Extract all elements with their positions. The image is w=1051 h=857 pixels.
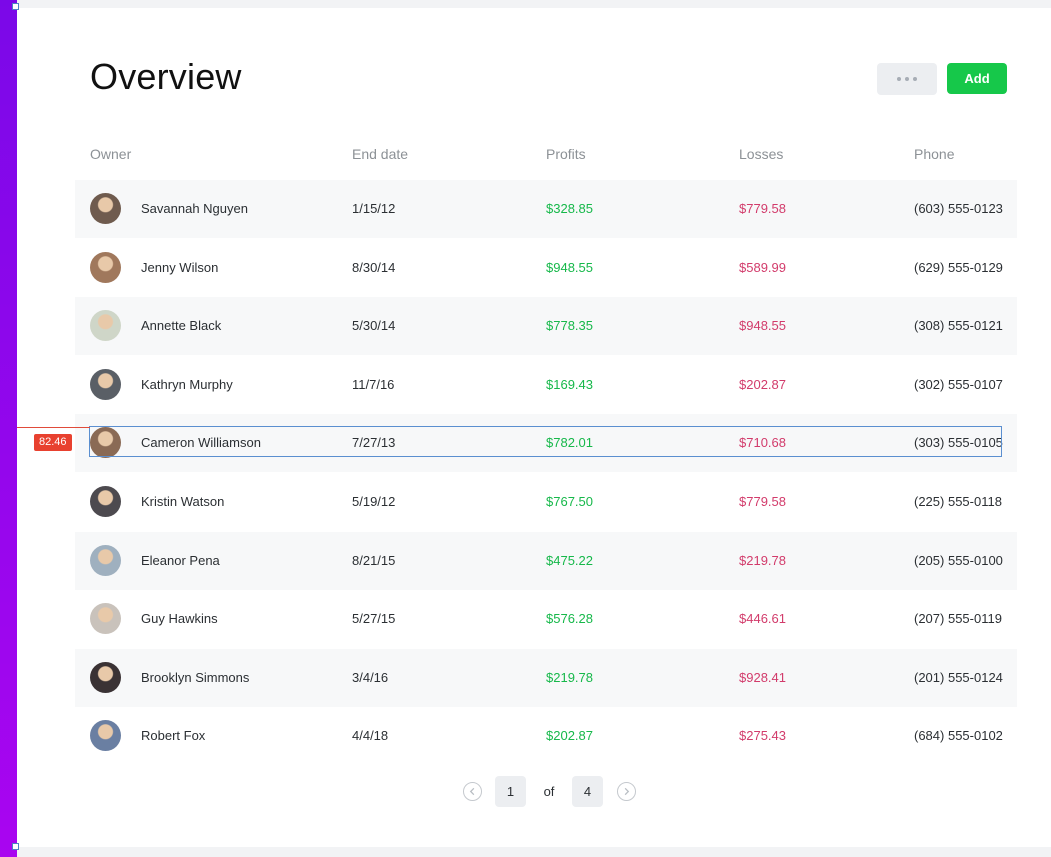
loss-cell: $275.43 xyxy=(739,728,786,744)
profit-cell: $202.87 xyxy=(546,728,593,744)
profit-cell: $328.85 xyxy=(546,201,593,216)
owner-name: Cameron Williamson xyxy=(141,435,261,451)
column-header-losses[interactable]: Losses xyxy=(739,146,784,162)
end-date-cell: 5/30/14 xyxy=(352,318,396,334)
table-row[interactable]: Jenny Wilson 8/30/14 $948.55 $589.99 (629) 5… xyxy=(75,239,1017,297)
phone-cell: (684) 555-0102 xyxy=(914,728,1003,744)
end-date-cell: 4/4/18 xyxy=(352,728,389,744)
more-options-button[interactable] xyxy=(877,63,937,95)
table-row[interactable]: Brooklyn Simmons 3/4/16 $219.78 $928.41 (201… xyxy=(75,648,1017,707)
owner-name: Jenny Wilson xyxy=(141,259,219,275)
owner-name: Annette Black xyxy=(141,318,222,334)
avatar xyxy=(90,193,121,224)
phone-cell: (205) 555-0100 xyxy=(914,552,1003,568)
phone-cell: (201) 555-0124 xyxy=(914,669,1003,685)
loss-cell: $779.58 xyxy=(739,201,786,216)
end-date-cell: 3/4/16 xyxy=(352,669,389,685)
avatar xyxy=(90,251,121,283)
end-date-cell: 5/19/12 xyxy=(352,494,396,509)
ellipsis-icon xyxy=(913,77,917,81)
loss-cell: $710.68 xyxy=(739,435,786,451)
owner-name: Brooklyn Simmons xyxy=(141,669,250,685)
table-row[interactable]: Annette Black 5/30/14 $778.35 $948.55 (308) … xyxy=(75,297,1017,356)
profit-cell: $948.55 xyxy=(546,259,593,275)
current-page-indicator[interactable]: 1 xyxy=(495,776,526,807)
loss-cell: $948.55 xyxy=(739,318,786,334)
loss-cell: $589.99 xyxy=(739,259,786,275)
phone-cell: (302) 555-0107 xyxy=(914,376,1003,392)
table-row[interactable]: Kathryn Murphy 11/7/16 $169.43 $202.87 (302)… xyxy=(75,356,1017,414)
phone-cell: (308) 555-0121 xyxy=(914,318,1003,334)
resize-handle-top[interactable] xyxy=(12,3,19,10)
profit-cell: $169.43 xyxy=(546,376,593,392)
chevron-right-icon xyxy=(624,787,630,796)
avatar xyxy=(90,310,121,342)
pagination: 1 of 4 xyxy=(0,776,1051,808)
total-pages: 4 xyxy=(572,776,603,807)
profit-cell: $576.28 xyxy=(546,611,593,627)
next-page-button[interactable] xyxy=(617,782,636,801)
profit-cell: $767.50 xyxy=(546,494,593,509)
table-row[interactable]: Robert Fox 4/4/18 $202.87 $275.43 (684) 555-… xyxy=(75,707,1017,765)
phone-cell: (207) 555-0119 xyxy=(914,611,1002,627)
profit-cell: $778.35 xyxy=(546,318,593,334)
phone-cell: (225) 555-0118 xyxy=(914,494,1002,509)
owner-name: Robert Fox xyxy=(141,728,206,744)
chevron-left-icon xyxy=(469,787,475,796)
phone-cell: (303) 555-0105 xyxy=(914,435,1003,451)
end-date-cell: 1/15/12 xyxy=(352,201,396,216)
measure-guide-line xyxy=(17,427,90,428)
avatar xyxy=(90,661,121,693)
avatar xyxy=(90,544,121,576)
measure-badge: 82.46 xyxy=(34,434,72,451)
phone-cell: (603) 555-0123 xyxy=(914,201,1003,216)
owner-name: Kristin Watson xyxy=(141,494,225,509)
loss-cell: $446.61 xyxy=(739,611,786,627)
column-header-phone[interactable]: Phone xyxy=(914,146,955,162)
table-row[interactable]: Savannah Nguyen 1/15/12 $328.85 $779.58 (603… xyxy=(75,180,1017,238)
loss-cell: $219.78 xyxy=(739,552,786,568)
owner-name: Eleanor Pena xyxy=(141,552,220,568)
page-title: Overview xyxy=(90,56,242,97)
loss-cell: $928.41 xyxy=(739,669,786,685)
profit-cell: $782.01 xyxy=(546,435,593,451)
end-date-cell: 5/27/15 xyxy=(352,611,396,627)
loss-cell: $202.87 xyxy=(739,376,786,392)
owner-name: Savannah Nguyen xyxy=(141,201,248,216)
end-date-cell: 8/30/14 xyxy=(352,259,396,275)
column-header-end-date[interactable]: End date xyxy=(352,146,409,162)
page-of-label: of xyxy=(543,784,555,799)
previous-page-button[interactable] xyxy=(463,782,482,801)
profit-cell: $219.78 xyxy=(546,669,593,685)
resize-handle-bottom[interactable] xyxy=(12,843,19,850)
owner-name: Guy Hawkins xyxy=(141,611,218,627)
end-date-cell: 8/21/15 xyxy=(352,552,396,568)
table-row[interactable]: Cameron Williamson 7/27/13 $782.01 $710.68 (… xyxy=(75,414,1017,473)
avatar xyxy=(90,603,121,635)
ellipsis-icon xyxy=(905,77,909,81)
avatar xyxy=(90,486,121,517)
end-date-cell: 11/7/16 xyxy=(352,376,395,392)
column-header-owner[interactable]: Owner xyxy=(90,146,132,162)
table-row[interactable]: Guy Hawkins 5/27/15 $576.28 $446.61 (207) 55… xyxy=(75,590,1017,648)
avatar xyxy=(90,427,121,459)
end-date-cell: 7/27/13 xyxy=(352,435,396,451)
add-button[interactable]: Add xyxy=(947,63,1007,94)
ellipsis-icon xyxy=(897,77,901,81)
table-row[interactable]: Eleanor Pena 8/21/15 $475.22 $219.78 (205) 5… xyxy=(75,531,1017,590)
avatar xyxy=(90,720,121,752)
left-edge-strip xyxy=(0,0,17,857)
loss-cell: $779.58 xyxy=(739,494,786,509)
phone-cell: (629) 555-0129 xyxy=(914,259,1003,275)
owner-name: Kathryn Murphy xyxy=(141,376,233,392)
profit-cell: $475.22 xyxy=(546,552,593,568)
table-row[interactable]: Kristin Watson 5/19/12 $767.50 $779.58 (225)… xyxy=(75,473,1017,531)
column-header-profits[interactable]: Profits xyxy=(546,146,586,162)
avatar xyxy=(90,368,121,400)
